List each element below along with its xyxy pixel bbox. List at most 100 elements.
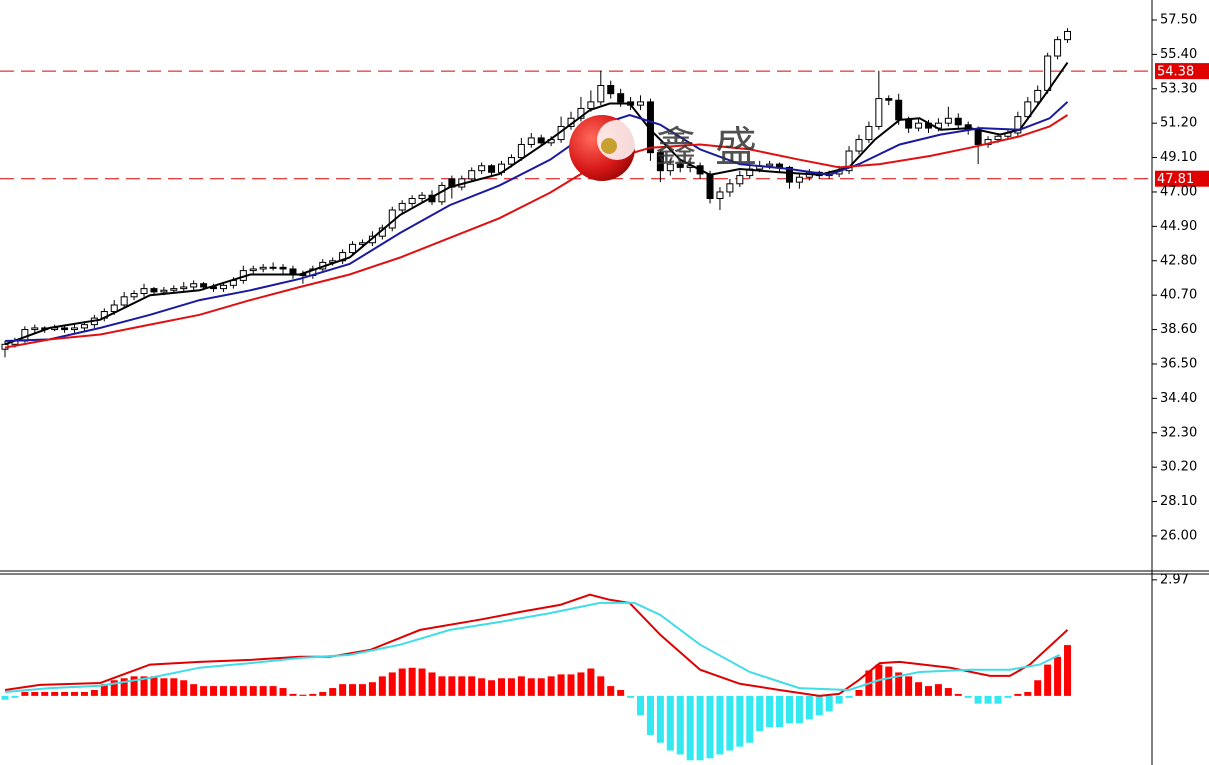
candle-body — [895, 99, 903, 121]
histogram-bar — [1014, 693, 1022, 696]
histogram-bar — [1034, 680, 1042, 696]
candle-body — [855, 139, 863, 152]
candle-body — [110, 304, 118, 313]
candle-body — [468, 170, 476, 180]
candle-body — [269, 266, 277, 269]
histogram-bar — [51, 691, 59, 696]
candle-body — [140, 288, 148, 295]
level-label: 54.38 — [1157, 65, 1194, 80]
level-label-box — [1155, 170, 1209, 187]
line-series — [4, 601, 1061, 693]
histogram-bar — [666, 695, 674, 751]
histogram-bar — [1, 695, 9, 700]
histogram-bar — [289, 693, 297, 696]
candle-body — [259, 266, 267, 270]
histogram-bar — [637, 695, 645, 716]
y-tick-label: 49.10 — [1160, 150, 1197, 165]
histogram-bar — [746, 695, 754, 743]
candle-body — [944, 117, 952, 124]
histogram-bar — [100, 684, 108, 696]
histogram-bar — [507, 678, 515, 696]
histogram-bar — [1004, 695, 1012, 698]
candle-body — [597, 85, 605, 103]
y-tick-label: 38.60 — [1160, 322, 1197, 337]
candle-body — [249, 268, 257, 272]
candle-body — [1034, 89, 1042, 103]
histogram-bar — [210, 686, 218, 696]
histogram-bar — [517, 676, 525, 696]
candle-body — [706, 173, 714, 200]
histogram-bar — [339, 684, 347, 696]
histogram-bar — [239, 686, 247, 696]
candle-body — [180, 286, 188, 290]
candle-body — [408, 198, 416, 204]
histogram-bar — [547, 676, 555, 696]
histogram-bar — [180, 680, 188, 696]
histogram-bar — [984, 695, 992, 704]
histogram-bar — [686, 695, 694, 761]
histogram-bar — [567, 674, 575, 696]
histogram-bar — [418, 668, 426, 696]
candle-body — [507, 157, 515, 165]
histogram-bar — [785, 695, 793, 724]
y-tick-label: 47.00 — [1160, 184, 1197, 199]
candle-body — [1024, 101, 1032, 118]
level-label: 47.81 — [1157, 172, 1194, 187]
histogram-bar — [309, 693, 317, 696]
candle-body — [289, 268, 297, 275]
histogram-bar — [537, 678, 545, 696]
histogram-bar — [924, 686, 932, 696]
histogram-bar — [408, 667, 416, 696]
watermark: 鑫盛 — [569, 115, 757, 181]
y-tick-label: 30.20 — [1160, 460, 1197, 475]
line-series — [4, 114, 1069, 349]
histogram-bar — [249, 686, 257, 696]
histogram-bar — [358, 684, 366, 696]
histogram-bar — [944, 688, 952, 696]
histogram-bar — [398, 668, 406, 696]
histogram-bar — [448, 676, 456, 696]
candle-body — [170, 288, 178, 291]
histogram-bar — [170, 678, 178, 696]
histogram-bar — [219, 686, 227, 696]
histogram-bar — [31, 691, 39, 696]
candle-body — [537, 137, 545, 144]
y-tick-label: 53.30 — [1160, 81, 1197, 96]
candle-body — [974, 129, 982, 145]
histogram-bar — [80, 691, 88, 696]
histogram-bar — [120, 678, 128, 696]
histogram-bar — [577, 672, 585, 696]
histogram-bar — [200, 686, 208, 696]
candle-body — [527, 137, 535, 145]
y-tick-label: 57.50 — [1160, 12, 1197, 27]
line-series — [4, 593, 1069, 697]
candle-body — [120, 296, 128, 306]
histogram-bar — [795, 695, 803, 724]
histogram-bar — [498, 678, 505, 696]
histogram-bar — [1064, 645, 1072, 696]
candle-body — [607, 85, 615, 95]
candle-body — [676, 163, 684, 168]
histogram-bar — [41, 691, 49, 696]
histogram-bar — [458, 676, 466, 696]
histogram-bar — [597, 676, 605, 696]
histogram-bar — [825, 695, 833, 712]
histogram-bar — [1024, 691, 1032, 696]
candle-body — [130, 293, 138, 298]
candle-body — [795, 176, 803, 183]
histogram-bar — [1044, 664, 1052, 696]
y-tick-label: 40.70 — [1160, 288, 1197, 303]
candle-body — [587, 101, 595, 109]
candle-body — [517, 143, 525, 159]
histogram-bar — [815, 695, 823, 716]
histogram-bar — [259, 686, 267, 696]
histogram-bar — [646, 695, 654, 735]
histogram-bar — [696, 695, 704, 761]
histogram-bar — [140, 676, 148, 696]
candle-body — [617, 93, 625, 103]
histogram-bar — [736, 695, 744, 747]
histogram-bar — [190, 684, 198, 696]
level-label-box — [1155, 63, 1209, 80]
candle-body — [875, 98, 883, 127]
histogram-bar — [656, 695, 664, 743]
